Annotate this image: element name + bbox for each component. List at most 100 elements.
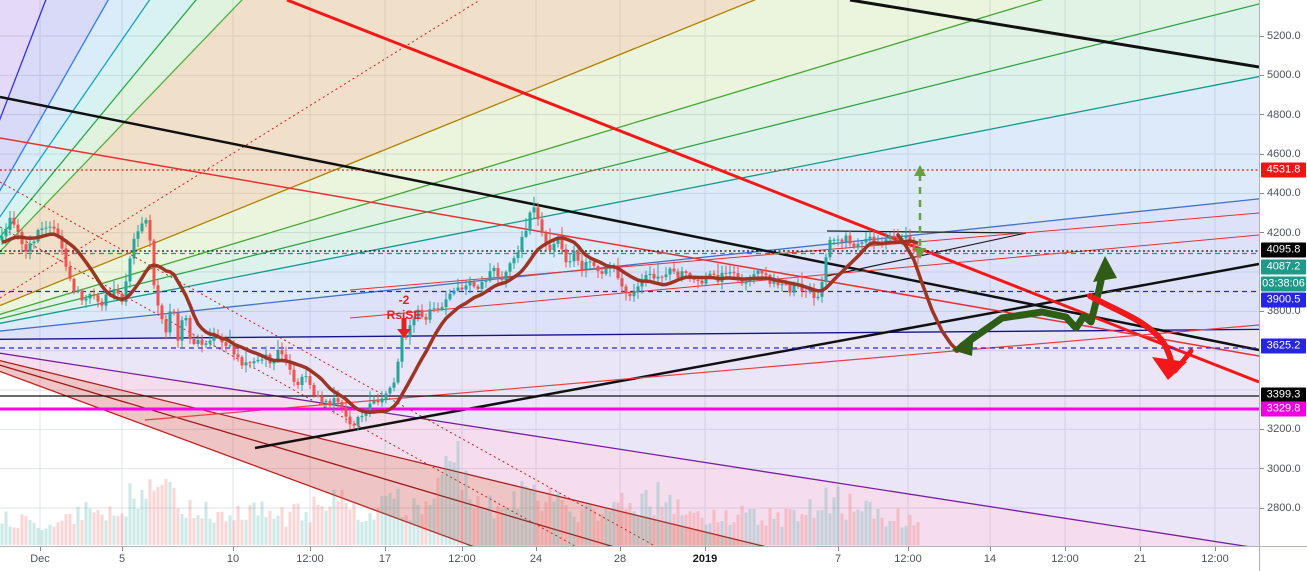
- candle-body: [324, 400, 328, 403]
- volume-bar: [148, 479, 152, 545]
- volume-bar: [160, 484, 164, 545]
- fan-lines[interactable]: [0, 0, 1259, 546]
- volume-bar: [520, 481, 524, 545]
- candle-body: [736, 273, 740, 280]
- volume-bar: [348, 509, 352, 545]
- volume-bar: [816, 510, 820, 545]
- volume-bar: [684, 514, 688, 545]
- volume-bar: [456, 440, 460, 545]
- time-tick: [908, 547, 909, 551]
- price-axis-label: 4600.0: [1267, 148, 1301, 160]
- candle-body: [524, 230, 528, 237]
- candle-body: [296, 381, 300, 386]
- candle-body: [252, 361, 256, 364]
- volume-bar: [856, 509, 860, 545]
- volume-bar: [720, 521, 724, 545]
- candle-body: [400, 336, 404, 362]
- candle-body: [236, 354, 240, 358]
- volume-bar: [676, 499, 680, 545]
- volume-bar: [432, 498, 436, 545]
- candle-body: [868, 236, 872, 239]
- time-axis[interactable]: Dec 5 10 12:00 17 12:00 24 28 2019 7 12:00 14 12:00 2…: [0, 546, 1259, 571]
- volume-bar: [680, 515, 684, 545]
- volume-bar: [168, 481, 172, 545]
- volume-bar: [880, 517, 884, 545]
- candle-body: [148, 220, 152, 241]
- time-axis-label: 7: [834, 553, 842, 565]
- volume-bar: [232, 520, 236, 545]
- volume-bar: [892, 520, 896, 545]
- volume-bar: [792, 510, 796, 545]
- chart-pane[interactable]: -2 RsiSE: [0, 0, 1259, 546]
- candle-body: [572, 250, 576, 262]
- time-tick: [40, 547, 41, 551]
- candle-body: [884, 239, 888, 243]
- fan-olive: [0, 0, 757, 307]
- candle-body: [520, 236, 524, 252]
- price-axis[interactable]: 5200.0 5000.0 4800.0 4600.0 4400.0 4200.0 3800…: [1259, 0, 1307, 546]
- candle-body: [16, 224, 20, 232]
- volume-bar: [448, 461, 452, 545]
- price-level-lines[interactable]: [0, 169, 1259, 411]
- volume-bar: [64, 514, 68, 545]
- volume-bar: [32, 522, 36, 545]
- time-axis-label: Dec: [30, 553, 50, 565]
- candle-body: [436, 308, 440, 310]
- volume-bar: [804, 515, 808, 545]
- candle-body: [624, 286, 628, 294]
- price-axis-label: 2800.0: [1267, 502, 1301, 514]
- volume-bar: [8, 526, 12, 545]
- volume-bar: [248, 505, 252, 545]
- volume-bars: [0, 440, 920, 545]
- time-tick: [705, 547, 706, 551]
- volume-bar: [620, 492, 624, 545]
- volume-bar: [632, 511, 636, 545]
- candle-body: [60, 235, 64, 249]
- candle-body: [584, 261, 588, 270]
- time-axis-label: 12:00: [448, 553, 476, 565]
- candle-body: [428, 309, 432, 320]
- green-arrow-head-up: [1093, 256, 1117, 282]
- candle-body: [204, 343, 208, 345]
- volume-bar: [200, 518, 204, 545]
- volume-bar: [156, 487, 160, 545]
- measure-arrow[interactable]: [914, 165, 926, 259]
- volume-bar: [172, 487, 176, 545]
- volume-bar: [752, 509, 756, 545]
- volume-bar: [628, 502, 632, 545]
- candle-body: [904, 236, 908, 239]
- volume-bar: [648, 506, 652, 545]
- candle-body: [308, 376, 312, 385]
- candle-body: [156, 285, 160, 306]
- volume-bar: [624, 509, 628, 545]
- candle-body: [196, 339, 200, 344]
- volume-bar: [44, 528, 48, 545]
- candle-body: [104, 294, 108, 306]
- volume-bar: [844, 519, 848, 545]
- candle-body: [824, 257, 828, 282]
- candle-body: [552, 243, 556, 251]
- volume-bar: [708, 523, 712, 545]
- candle-body: [504, 271, 508, 281]
- annotation-down-arrow-shaft: [401, 318, 407, 330]
- red-hand-arrow[interactable]: [1087, 293, 1194, 380]
- candle-body: [32, 241, 36, 244]
- annotation-down-arrow-head: [397, 329, 411, 338]
- axis-corner: [1259, 546, 1307, 571]
- dotted-diagonals[interactable]: [0, 0, 700, 546]
- volume-bar: [336, 501, 340, 545]
- volume-bar: [292, 504, 296, 545]
- price-tick: [1260, 507, 1264, 509]
- trendlines[interactable]: [0, 0, 1259, 450]
- volume-bar: [80, 520, 84, 545]
- volume-bar: [280, 507, 284, 545]
- volume-bar: [120, 513, 124, 545]
- candle-body: [448, 293, 452, 300]
- volume-bar: [324, 510, 328, 545]
- candle-body: [88, 294, 92, 299]
- candle-body: [164, 319, 168, 333]
- candle-body: [704, 277, 708, 284]
- candle-body: [772, 280, 776, 284]
